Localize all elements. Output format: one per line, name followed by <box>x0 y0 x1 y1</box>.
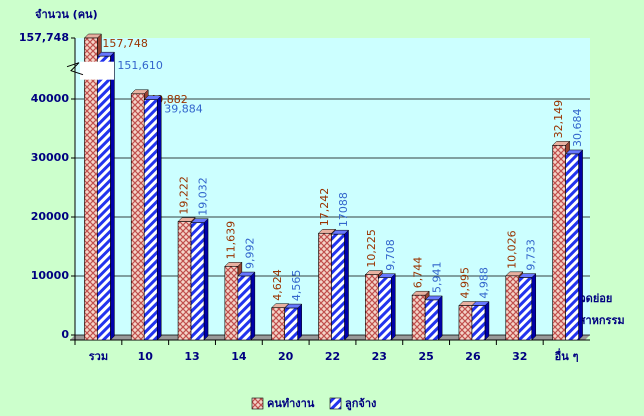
bar <box>190 222 205 341</box>
y-tick-label: 20000 <box>31 210 70 223</box>
bar <box>424 299 439 341</box>
bar-side <box>250 271 256 341</box>
data-label: 4,988 <box>477 267 490 299</box>
data-label: 10,225 <box>365 229 378 268</box>
data-label: 17088 <box>337 192 350 227</box>
x-tick-label: 32 <box>512 350 527 363</box>
data-label: 10,026 <box>505 230 518 269</box>
data-label: 19,222 <box>178 176 191 215</box>
bar <box>224 266 239 341</box>
x-tick-label: 10 <box>138 350 154 363</box>
x-tick-label: อื่น ๆ <box>554 348 578 363</box>
data-label: 4,565 <box>290 270 303 302</box>
x-tick-label: 14 <box>231 350 247 363</box>
data-label: 39,884 <box>164 103 203 116</box>
bar <box>411 294 426 341</box>
bar <box>237 275 252 341</box>
data-label: 11,639 <box>224 221 237 260</box>
y-tick-label: 10000 <box>31 269 70 282</box>
y-tick-label: 0 <box>61 328 69 341</box>
bar <box>518 277 533 341</box>
bar-side <box>484 300 490 341</box>
data-label: 17,242 <box>318 188 331 227</box>
data-label: 9,992 <box>243 238 256 270</box>
bar <box>552 145 566 341</box>
data-label: 32,149 <box>552 100 565 139</box>
bar-side <box>344 229 349 341</box>
y-tick-label: 157,748 <box>19 31 69 44</box>
x-tick-label: 25 <box>418 350 433 363</box>
bar <box>331 233 345 341</box>
bar-side <box>437 295 443 341</box>
legend-label: คนทำงาน <box>267 397 315 410</box>
bar <box>271 307 285 341</box>
data-label: 6,744 <box>412 257 425 289</box>
bar <box>365 274 379 341</box>
bar <box>84 37 98 341</box>
y-tick-label: 30000 <box>31 151 70 164</box>
legend-swatch <box>329 397 342 410</box>
data-label: 4,995 <box>458 267 471 299</box>
legend-label: ลูกจ้าง <box>345 397 376 411</box>
bar-side <box>156 95 162 341</box>
data-label: 4,624 <box>271 269 284 301</box>
axis-break <box>80 61 114 80</box>
bar <box>284 307 298 341</box>
axis-break-mark <box>66 62 84 76</box>
data-label: 9,733 <box>524 239 537 271</box>
bar-side <box>203 218 209 341</box>
bar <box>471 305 486 341</box>
bar <box>177 221 192 341</box>
bar-side <box>578 149 583 341</box>
y-axis-title: จำนวน (คน) <box>35 8 98 21</box>
bar <box>458 305 473 341</box>
x-tick-label: รวม <box>89 350 108 363</box>
x-tick-label: 22 <box>325 350 340 363</box>
data-label: 157,748 <box>102 37 148 50</box>
data-label: 9,708 <box>384 239 397 271</box>
x-tick-label: 20 <box>278 350 294 363</box>
bar-side <box>391 273 396 341</box>
data-label: 5,941 <box>431 261 444 293</box>
data-label: 30,684 <box>571 108 584 147</box>
bar <box>378 277 392 341</box>
bar <box>130 93 145 341</box>
bar-side <box>297 303 302 341</box>
bar <box>565 153 579 341</box>
y-tick-label: 40000 <box>31 92 70 105</box>
data-label: 19,032 <box>197 177 210 216</box>
x-tick-label: 26 <box>465 350 481 363</box>
legend-swatch <box>251 397 264 410</box>
x-tick-label: 23 <box>372 350 387 363</box>
bar-side <box>531 272 537 341</box>
bar <box>318 232 332 341</box>
data-label: 151,610 <box>117 59 163 72</box>
x-tick-label: 13 <box>184 350 199 363</box>
bar <box>97 55 111 341</box>
bar <box>505 275 520 341</box>
bar <box>143 99 158 341</box>
bar-side <box>110 51 115 341</box>
